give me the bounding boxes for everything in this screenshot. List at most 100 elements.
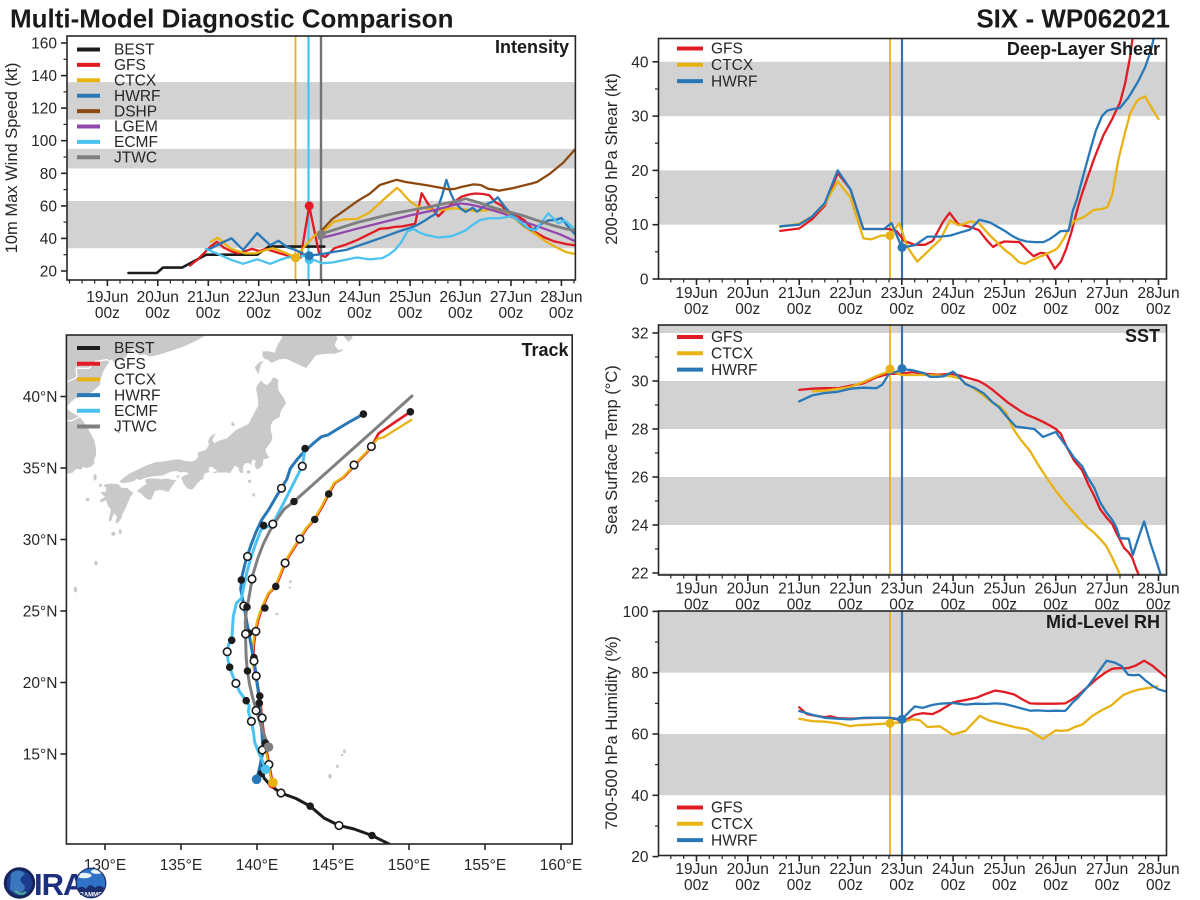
svg-text:26: 26 <box>631 470 648 487</box>
svg-text:00z: 00z <box>992 597 1017 614</box>
svg-text:25Jun: 25Jun <box>983 285 1025 302</box>
svg-text:00z: 00z <box>787 597 812 614</box>
svg-text:24Jun: 24Jun <box>338 289 380 306</box>
svg-text:00z: 00z <box>838 301 863 318</box>
svg-text:CTCX: CTCX <box>711 346 754 363</box>
svg-text:00z: 00z <box>735 877 760 894</box>
svg-text:25°N: 25°N <box>23 604 58 621</box>
svg-text:HWRF: HWRF <box>711 73 758 90</box>
svg-text:00z: 00z <box>889 597 914 614</box>
svg-text:160: 160 <box>31 36 57 53</box>
svg-text:26Jun: 26Jun <box>1035 285 1077 302</box>
svg-text:22Jun: 22Jun <box>829 285 871 302</box>
svg-text:20°N: 20°N <box>23 675 58 692</box>
svg-text:20Jun: 20Jun <box>727 581 769 598</box>
svg-text:00z: 00z <box>297 305 322 322</box>
svg-text:40: 40 <box>631 54 649 71</box>
svg-text:GFS: GFS <box>114 57 146 74</box>
svg-text:00z: 00z <box>941 301 966 318</box>
svg-text:00z: 00z <box>1043 301 1068 318</box>
svg-text:23Jun: 23Jun <box>881 285 923 302</box>
svg-text:SST: SST <box>1125 326 1160 346</box>
svg-text:Deep-Layer Shear: Deep-Layer Shear <box>1007 39 1160 59</box>
svg-text:GFS: GFS <box>114 356 146 373</box>
svg-text:120: 120 <box>31 101 57 118</box>
svg-text:160°E: 160°E <box>540 857 582 874</box>
svg-text:00z: 00z <box>787 877 812 894</box>
svg-text:140: 140 <box>31 68 57 85</box>
svg-text:23Jun: 23Jun <box>881 581 923 598</box>
svg-text:20Jun: 20Jun <box>727 861 769 878</box>
svg-text:HWRF: HWRF <box>114 88 161 105</box>
svg-text:JTWC: JTWC <box>114 150 157 167</box>
svg-text:20Jun: 20Jun <box>137 289 179 306</box>
svg-text:JTWC: JTWC <box>114 419 157 436</box>
svg-text:ECMF: ECMF <box>114 134 158 151</box>
svg-text:28Jun: 28Jun <box>540 289 582 306</box>
svg-text:0: 0 <box>640 272 649 289</box>
svg-text:35°N: 35°N <box>23 461 58 478</box>
svg-text:00z: 00z <box>1095 301 1120 318</box>
svg-text:60: 60 <box>631 727 649 744</box>
svg-text:00z: 00z <box>1095 597 1120 614</box>
svg-text:40: 40 <box>40 231 58 248</box>
svg-text:32: 32 <box>631 326 648 343</box>
svg-text:100: 100 <box>31 133 57 150</box>
svg-text:22Jun: 22Jun <box>829 581 871 598</box>
svg-text:00z: 00z <box>246 305 271 322</box>
svg-text:00z: 00z <box>347 305 372 322</box>
svg-text:Multi-Model Diagnostic Compari: Multi-Model Diagnostic Comparison <box>10 4 453 34</box>
svg-text:28Jun: 28Jun <box>1137 581 1179 598</box>
svg-text:CTCX: CTCX <box>711 57 754 74</box>
svg-text:00z: 00z <box>1043 877 1068 894</box>
svg-text:00z: 00z <box>549 305 574 322</box>
svg-text:23Jun: 23Jun <box>881 861 923 878</box>
svg-text:700-500 hPa Humidity (%): 700-500 hPa Humidity (%) <box>603 636 621 830</box>
svg-text:27Jun: 27Jun <box>1086 285 1128 302</box>
svg-text:00z: 00z <box>889 877 914 894</box>
svg-text:00z: 00z <box>787 301 812 318</box>
svg-text:00z: 00z <box>1146 301 1171 318</box>
svg-text:HWRF: HWRF <box>114 387 161 404</box>
svg-text:24: 24 <box>631 518 649 535</box>
svg-text:30: 30 <box>631 374 649 391</box>
svg-text:30: 30 <box>631 109 649 126</box>
svg-text:22Jun: 22Jun <box>829 861 871 878</box>
svg-text:80: 80 <box>631 665 649 682</box>
svg-text:00z: 00z <box>941 877 966 894</box>
svg-text:20: 20 <box>631 163 649 180</box>
svg-text:27Jun: 27Jun <box>1086 861 1128 878</box>
svg-text:00z: 00z <box>992 301 1017 318</box>
svg-text:GFS: GFS <box>711 329 743 346</box>
svg-text:00z: 00z <box>95 305 120 322</box>
svg-text:28Jun: 28Jun <box>1137 861 1179 878</box>
svg-text:135°E: 135°E <box>160 857 202 874</box>
svg-text:BEST: BEST <box>114 340 155 357</box>
svg-text:00z: 00z <box>941 597 966 614</box>
svg-text:00z: 00z <box>1043 597 1068 614</box>
svg-text:25Jun: 25Jun <box>389 289 431 306</box>
svg-text:00z: 00z <box>499 305 524 322</box>
svg-text:00z: 00z <box>398 305 423 322</box>
svg-text:25Jun: 25Jun <box>983 861 1025 878</box>
svg-text:27Jun: 27Jun <box>490 289 532 306</box>
svg-text:00z: 00z <box>1146 597 1171 614</box>
svg-text:40: 40 <box>631 788 649 805</box>
svg-text:150°E: 150°E <box>388 857 430 874</box>
svg-text:19Jun: 19Jun <box>675 581 717 598</box>
svg-text:100: 100 <box>623 604 649 621</box>
svg-text:140°E: 140°E <box>236 857 278 874</box>
svg-text:CTCX: CTCX <box>711 816 754 833</box>
svg-text:21Jun: 21Jun <box>778 861 820 878</box>
svg-text:SIX - WP062021: SIX - WP062021 <box>976 4 1170 34</box>
svg-text:22Jun: 22Jun <box>238 289 280 306</box>
svg-text:26Jun: 26Jun <box>1035 581 1077 598</box>
svg-text:21Jun: 21Jun <box>778 581 820 598</box>
svg-text:Sea Surface Temp (°C): Sea Surface Temp (°C) <box>603 365 621 535</box>
svg-text:00z: 00z <box>735 301 760 318</box>
svg-text:00z: 00z <box>889 301 914 318</box>
svg-text:00z: 00z <box>838 877 863 894</box>
svg-text:00z: 00z <box>684 597 709 614</box>
svg-text:00z: 00z <box>196 305 221 322</box>
svg-text:26Jun: 26Jun <box>1035 861 1077 878</box>
